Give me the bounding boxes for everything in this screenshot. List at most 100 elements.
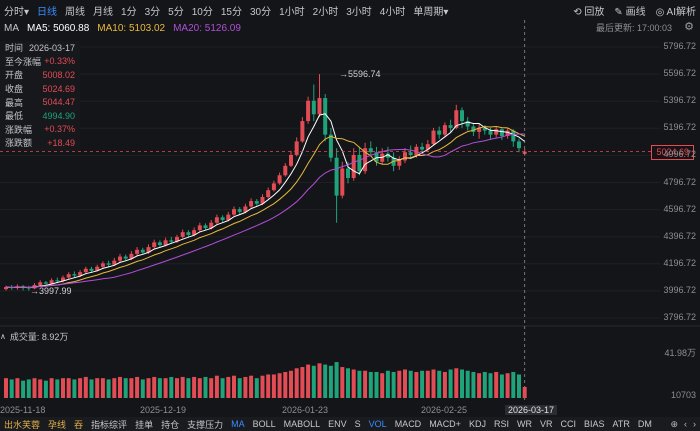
indicator-tab[interactable]: MA [231,419,245,429]
period-tab[interactable]: 分时▾ [4,6,30,18]
draw-button[interactable]: ✎ 画线 [614,6,646,18]
candle-body [454,110,459,128]
indicator-tab[interactable]: KDJ [468,419,486,429]
period-tab[interactable]: 30分 [249,6,272,18]
ma5-line [5,113,526,289]
candle-body [61,277,65,281]
period-tab[interactable]: 5分 [168,6,184,18]
period-tab[interactable]: 3分 [144,6,161,18]
info-row: 收盘 5024.69 [0,82,80,96]
indicator-tab[interactable]: MACD+ [429,419,461,429]
price-tick: 4196.72 [663,257,696,268]
pattern-item[interactable]: 吞 [74,419,84,430]
info-value: 5024.69 [42,83,75,94]
candle-body [175,236,179,242]
period-tab[interactable]: 10分 [191,6,213,18]
candle-body [363,148,368,172]
candle-body [38,282,43,286]
indicator-tab[interactable]: BIAS [584,419,605,429]
chevron-right-icon[interactable]: › [693,419,696,429]
indicator-tab[interactable]: WR [516,419,532,429]
period-tab[interactable]: 4小时 [379,6,406,18]
indicator-tab[interactable]: RSI [493,419,509,429]
current-price-tag: 5024.69 [651,145,694,160]
period-tab[interactable]: 单周期▾ [413,6,449,18]
ma-label[interactable]: MA [4,22,19,34]
indicator-tab[interactable]: 持仓 [161,419,180,430]
period-tab[interactable]: 日线 [37,6,58,18]
indicator-tab[interactable]: BOLL [252,419,276,429]
period-toolbar: 分时▾ 日线 周线 月线 1分 3分 5分 10分 15分 30分 1小时 2小时 3小时 4小时 单周期▾ [0,0,700,20]
volume-bar [494,371,499,398]
collapse-icon[interactable]: ∧ [0,331,6,341]
volume-bar [420,370,425,398]
candle-body [471,126,476,132]
candle-body [437,130,442,135]
info-key: 收盘 [5,84,24,95]
ma10-line [5,125,525,289]
indicator-tab[interactable]: 指标综评 [91,419,128,430]
indicator-tab[interactable]: MACD [394,419,422,429]
indicator-tab[interactable]: ATR [612,419,630,429]
period-tab[interactable]: 3小时 [346,6,372,18]
candle-body [72,274,77,276]
period-tab[interactable]: 2小时 [312,6,339,18]
candle-body [323,98,328,135]
volume-bar [408,370,413,398]
period-tab[interactable]: 1分 [121,6,137,18]
indicator-tab[interactable]: S [354,419,361,429]
indicator-tab[interactable]: CCI [560,419,577,429]
indicator-tab[interactable]: MABOLL [283,419,321,429]
candle-body [209,222,214,229]
volume-bar [83,376,88,398]
volume-bar [26,379,31,398]
ma10-value: MA10: 5103.02 [97,22,166,34]
volume-bar [61,378,65,398]
period-tab[interactable]: 月线 [93,6,114,18]
indicator-tab[interactable]: ENV [328,419,347,429]
volume-bar [123,378,128,398]
candle-body [317,98,322,115]
volume-bar [357,370,362,398]
pattern-item[interactable]: 孕线 [48,419,67,430]
volume-bar [488,373,493,398]
plus-icon[interactable]: ⊕ [670,418,678,429]
indicator-tab[interactable]: 挂单 [135,419,154,430]
candle-body [135,249,140,254]
candle-body [112,260,117,265]
period-tab[interactable]: 周线 [65,6,86,18]
ai-button[interactable]: ◎ AI解析 [655,6,696,18]
settings-icon[interactable]: ⚙ [684,21,694,33]
indicator-tab[interactable]: 支撑压力 [187,419,224,430]
date-tick: 2025-11-18 [0,405,46,415]
candle-body [129,253,134,259]
indicator-tab[interactable]: DM [637,419,652,429]
price-tick: 4796.72 [663,176,696,187]
volume-bar [414,371,419,398]
period-tab[interactable]: 15分 [220,6,242,18]
pattern-item[interactable]: 出水芙蓉 [4,419,41,430]
volume-bar [146,378,151,398]
candle-body [442,125,447,135]
candle-body [517,141,521,149]
volume-bar [340,367,345,398]
review-button[interactable]: ⟲ 回放 [573,6,605,18]
volume-bar [186,378,191,398]
candle-body [214,217,219,223]
volume-bar [78,378,83,398]
price-tick: 4396.72 [663,230,696,241]
chevron-left-icon[interactable]: ‹ [684,419,687,429]
volume-bar [425,370,430,398]
candle-body [494,129,499,135]
volume-bar [437,370,442,398]
indicator-tab[interactable]: VOL [368,419,387,429]
current-date: 2026-03-17 [505,405,558,415]
volume-bar [112,378,117,398]
indicator-tab[interactable]: VR [539,419,553,429]
volume-bar [465,370,470,398]
volume-bar [135,376,140,398]
info-key: 时间 [5,43,24,54]
candle-body [289,154,293,166]
period-tab[interactable]: 1小时 [279,6,305,18]
